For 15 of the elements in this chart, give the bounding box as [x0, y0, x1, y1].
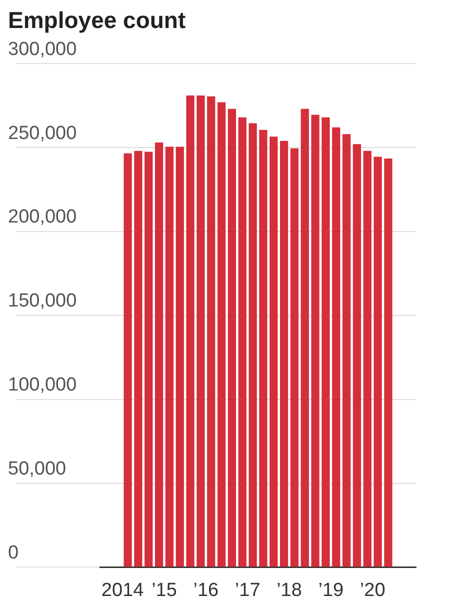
y-tick-label: 250,000: [8, 122, 77, 144]
y-tick-label: 150,000: [8, 290, 77, 312]
y-tick-label: 300,000: [8, 38, 77, 60]
x-tick-label: ’18: [276, 580, 302, 601]
x-tick-label: ’20: [360, 580, 386, 601]
y-tick-label: 50,000: [8, 458, 66, 480]
y-tick-label: 200,000: [8, 206, 77, 228]
x-tick-label: ’19: [318, 580, 344, 601]
x-tick-label: 2014: [101, 580, 144, 601]
x-tick-label: ’15: [152, 580, 177, 601]
y-tick-label: 0: [8, 542, 19, 564]
y-tick-label: 100,000: [8, 374, 77, 396]
x-tick-label: ’17: [234, 580, 260, 601]
x-tick-label: ’16: [193, 580, 219, 601]
chart-title: Employee count: [8, 7, 186, 34]
